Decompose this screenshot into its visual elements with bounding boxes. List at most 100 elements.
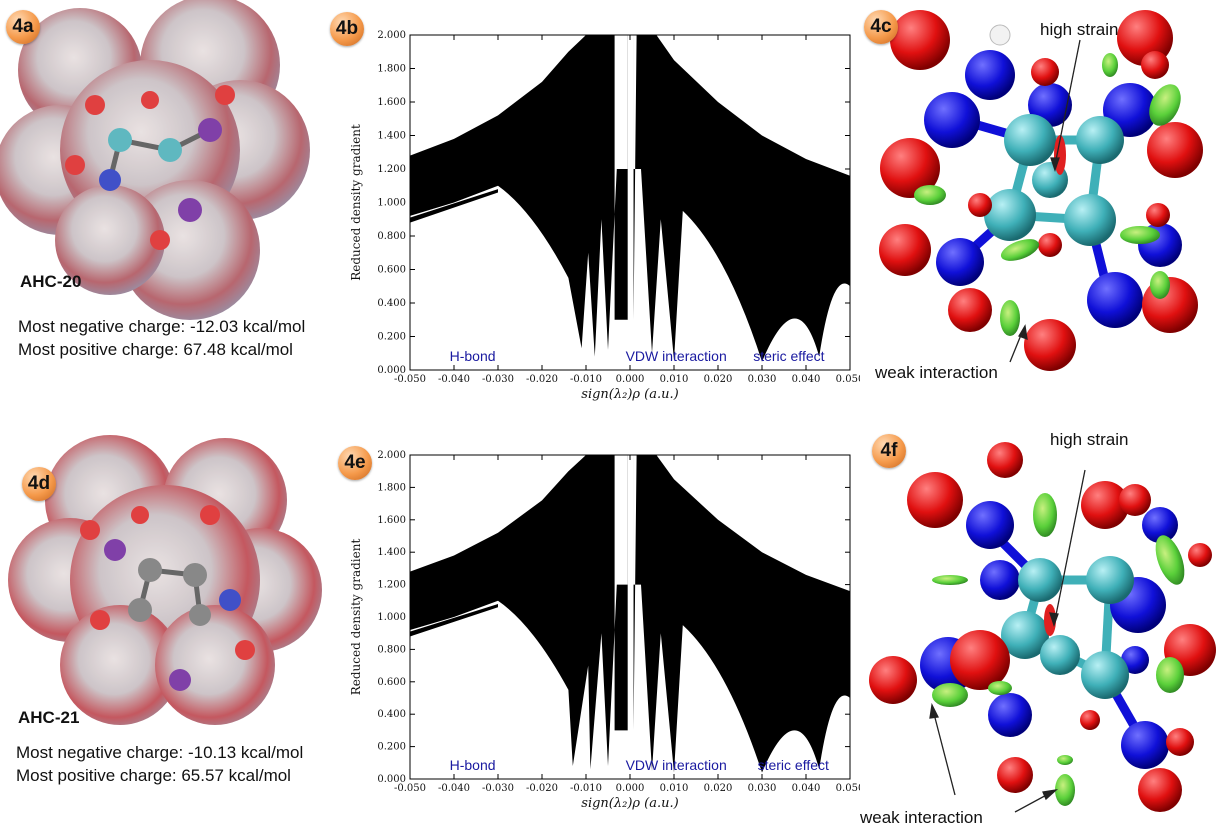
x-tick-label: -0.050: [394, 783, 426, 794]
y-axis-label: Reduced density gradient: [349, 539, 363, 696]
annotation-arrows: [929, 469, 1086, 813]
nci-green-surfaces: [914, 53, 1181, 336]
nci-green-surfaces: [932, 493, 1185, 806]
region-label: steric effect: [758, 757, 829, 773]
y-tick-label: 0.600: [377, 265, 406, 276]
y-tick-label: 0.800: [377, 644, 406, 655]
esp-blob: [0, 0, 310, 320]
x-tick-label: -0.030: [482, 783, 514, 794]
x-tick-label: -0.040: [438, 783, 470, 794]
x-tick-label: 0.020: [704, 783, 733, 794]
y-tick-label: 1.400: [377, 547, 406, 558]
molecule-label: AHC-20: [20, 272, 82, 291]
esp-surface-ahc21: [8, 435, 322, 725]
panel-4d: 4d AHC-21 Most negative charge: -10.13 k…: [0, 420, 340, 829]
esp-surface-ahc20: [0, 0, 310, 320]
x-tick-label: -0.030: [482, 374, 514, 385]
atoms: [879, 10, 1203, 371]
x-tick-label: 0.050: [836, 783, 860, 794]
y-axis-label: Reduced density gradient: [349, 124, 363, 281]
ball-stick-model: [80, 505, 255, 691]
weak-interaction-label: weak interaction: [860, 808, 983, 827]
x-tick-label: -0.010: [570, 783, 602, 794]
x-tick-label: -0.010: [570, 374, 602, 385]
panel-badge: 4b: [330, 12, 364, 46]
hbond-streak: [410, 604, 498, 637]
most-positive-charge: Most positive charge: 65.57 kcal/mol: [16, 766, 291, 785]
y-tick-label: 0.200: [377, 332, 406, 343]
x-tick-label: -0.020: [526, 374, 558, 385]
x-axis-label: sign(λ₂)ρ (a.u.): [581, 796, 678, 811]
nci-isosurface-4c: [879, 10, 1203, 371]
most-negative-charge: Most negative charge: -10.13 kcal/mol: [16, 743, 304, 762]
region-label: VDW interaction: [626, 757, 727, 773]
panel-4e: 4e -0.050 -0.040 -0.030 -0.020 -0.010 0.000 0.…: [338, 420, 860, 829]
y-tick-label: 1.800: [377, 482, 406, 493]
y-tick-label: 0.800: [377, 231, 406, 242]
panel-badge: 4a: [6, 10, 40, 44]
center-gap: [627, 455, 634, 731]
y-tick-label: 1.600: [377, 515, 406, 526]
x-tick-label: 0.000: [616, 374, 645, 385]
y-tick-label: 0.600: [377, 677, 406, 688]
most-positive-charge: Most positive charge: 67.48 kcal/mol: [18, 340, 293, 359]
rdg-density-region: [410, 35, 850, 362]
region-label: H-bond: [450, 757, 496, 773]
x-tick-label: -0.040: [438, 374, 470, 385]
panel-4c: 4c high strain weak interaction: [860, 0, 1230, 400]
y-tick-label: 1.600: [377, 97, 406, 108]
molecule-label: AHC-21: [18, 708, 80, 727]
y-tick-label: 1.800: [377, 64, 406, 75]
region-label: H-bond: [450, 348, 496, 364]
rdg-density-region: [410, 455, 850, 773]
annotation-arrows: [1009, 39, 1081, 363]
rdg-chart-4e: -0.050 -0.040 -0.030 -0.020 -0.010 0.000 0.010…: [349, 450, 860, 811]
rdg-scatter-cloud: [410, 35, 850, 362]
y-tick-label: 1.000: [377, 612, 406, 623]
esp-blob: [8, 435, 322, 725]
x-tick-label: 0.030: [748, 783, 777, 794]
y-tick-label: 2.000: [377, 450, 406, 461]
panel-badge: 4d: [22, 467, 56, 501]
x-tick-label: -0.020: [526, 783, 558, 794]
region-label: VDW interaction: [626, 348, 727, 364]
x-tick-label: 0.040: [792, 783, 821, 794]
most-negative-charge: Most negative charge: -12.03 kcal/mol: [18, 317, 306, 336]
high-strain-label: high strain: [1050, 430, 1129, 449]
x-tick-label: 0.030: [748, 374, 777, 385]
panel-badge: 4f: [872, 434, 906, 468]
high-strain-label: high strain: [1040, 20, 1119, 39]
weak-interaction-label: weak interaction: [875, 363, 998, 382]
y-tick-label: 0.200: [377, 742, 406, 753]
hbond-streak: [410, 189, 498, 223]
y-tick-label: 1.200: [377, 164, 406, 175]
y-tick-label: 1.000: [377, 198, 406, 209]
rdg-chart-4b: -0.050 -0.040 -0.030 -0.020 -0.010 0.000 0.010…: [349, 30, 860, 402]
x-tick-label: 0.010: [660, 783, 689, 794]
x-tick-label: 0.040: [792, 374, 821, 385]
y-tick-label: 2.000: [377, 30, 406, 41]
panel-4f: 4f high strain weak interaction: [860, 420, 1230, 829]
panel-badge: 4e: [338, 446, 372, 480]
y-tick-label: 0.400: [377, 709, 406, 720]
y-tick-label: 1.200: [377, 580, 406, 591]
y-tick-label: 1.400: [377, 131, 406, 142]
y-tick-label: 0.000: [377, 774, 406, 785]
x-tick-label: -0.050: [394, 374, 426, 385]
x-tick-label: 0.010: [660, 374, 689, 385]
ball-stick-model: [65, 85, 235, 250]
region-label: steric effect: [753, 348, 824, 364]
nci-isosurface-4f: [869, 442, 1216, 813]
center-gap: [627, 35, 634, 320]
panel-4b: 4b -0.050 -0.040 -0.030 -0.020 -0.010 0.000 0.…: [330, 0, 860, 420]
y-tick-label: 0.000: [377, 365, 406, 376]
y-tick-label: 0.400: [377, 298, 406, 309]
panel-4a: 4a AHC-20 Most negative charge: -12.03 k…: [0, 0, 340, 400]
x-tick-label: 0.000: [616, 783, 645, 794]
x-axis-label: sign(λ₂)ρ (a.u.): [581, 387, 678, 402]
x-tick-label: 0.020: [704, 374, 733, 385]
atoms: [869, 442, 1216, 812]
rdg-scatter-cloud: [410, 455, 850, 773]
panel-badge: 4c: [864, 10, 898, 44]
x-tick-label: 0.050: [836, 374, 860, 385]
